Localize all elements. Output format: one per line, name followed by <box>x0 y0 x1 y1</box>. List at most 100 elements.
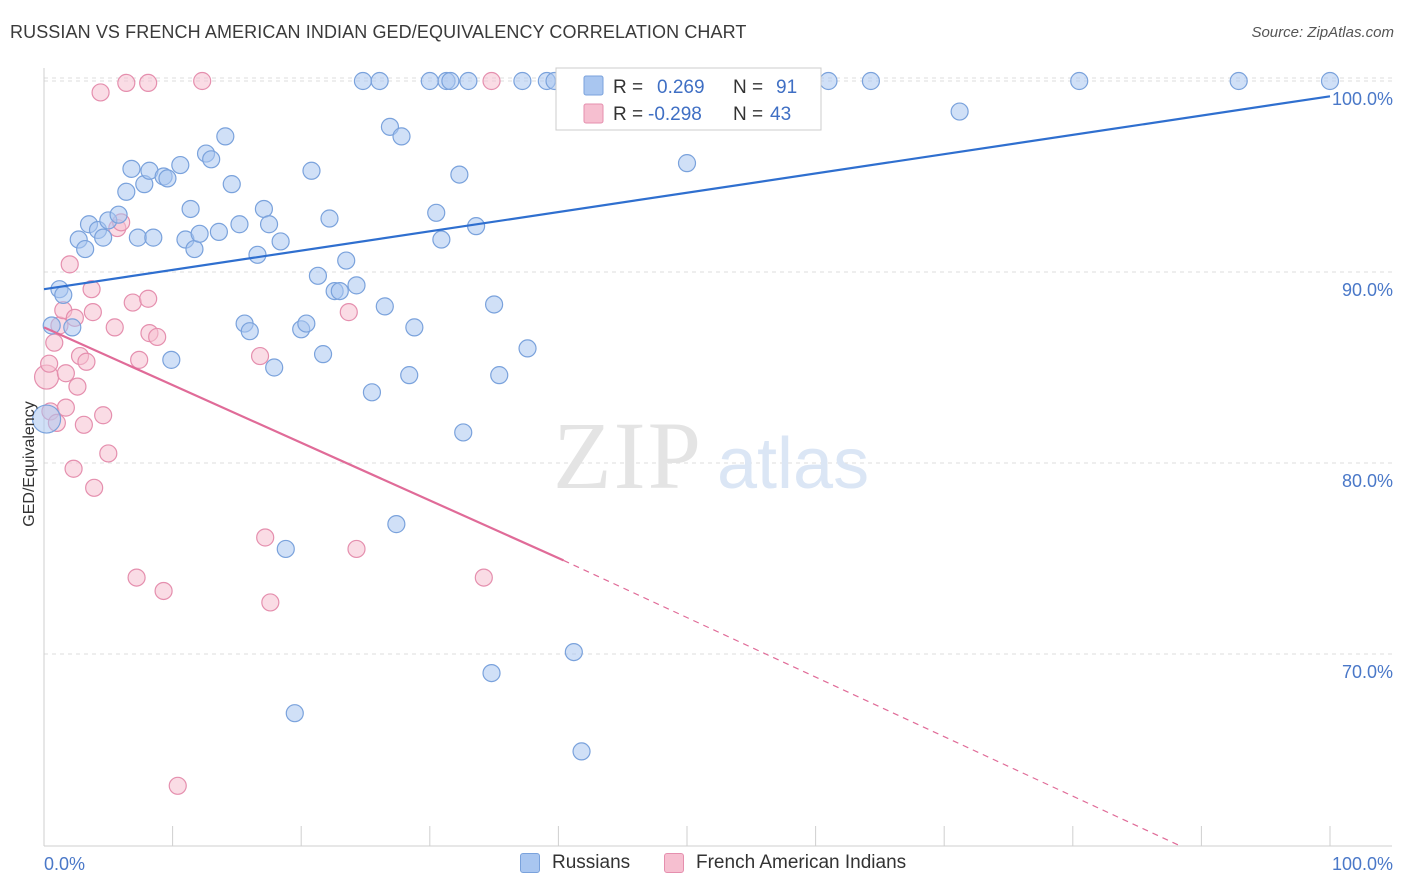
russians-point-39 <box>276 539 295 559</box>
russians-point-6 <box>76 239 95 259</box>
french-american-indians-point-38 <box>261 593 280 612</box>
french-american-indians-point-9 <box>60 255 79 274</box>
y-tick-label-80: 80.0% <box>1342 471 1393 491</box>
russians-point-71 <box>490 366 509 385</box>
french-american-indians-point-30 <box>139 289 158 308</box>
russians-point-0 <box>31 404 62 434</box>
bottom-legend-label-russians: Russians <box>552 852 631 873</box>
russians-point-58 <box>400 366 419 385</box>
french-american-indians-point-20 <box>94 406 113 425</box>
french-american-indians-point-7 <box>56 398 75 417</box>
bottom-legend-swatch-russians <box>520 853 540 873</box>
french-american-indians-trendline-extension <box>563 559 1179 846</box>
russians-point-14 <box>128 228 147 247</box>
russians-point-61 <box>427 203 446 222</box>
russians-point-67 <box>459 71 478 91</box>
russians-point-57 <box>392 127 411 146</box>
russians-point-12 <box>117 182 136 201</box>
french-american-indians-point-35 <box>193 71 212 91</box>
french-american-indians-point-18 <box>85 478 104 497</box>
russians-point-43 <box>302 161 321 180</box>
russians-point-29 <box>216 127 235 146</box>
russians-point-56 <box>387 515 406 534</box>
russians-point-25 <box>190 224 209 243</box>
russians-point-35 <box>254 199 274 219</box>
russians-point-4 <box>63 318 82 337</box>
russians-point-30 <box>222 175 241 194</box>
french-american-indians-point-27 <box>127 568 146 587</box>
russians-point-21 <box>171 155 190 175</box>
french-american-indians-point-34 <box>168 776 187 795</box>
y-tick-label-100: 100.0% <box>1332 89 1393 109</box>
watermark-atlas: atlas <box>717 424 869 504</box>
russians-point-70 <box>485 295 504 314</box>
russians-point-72 <box>513 71 532 91</box>
russians-point-88 <box>1070 71 1089 91</box>
russians-point-48 <box>330 282 349 301</box>
russians-point-53 <box>370 71 389 91</box>
russians-point-65 <box>450 165 469 184</box>
russians-point-36 <box>259 215 279 234</box>
bottom-legend-french-american-indians: French American Indians <box>664 852 906 874</box>
french-american-indians-point-28 <box>130 350 149 369</box>
russians-point-64 <box>441 71 460 91</box>
russians-point-28 <box>209 222 228 241</box>
russians-point-42 <box>297 314 316 333</box>
correlation-legend: R = 0.269 N = 91 R = -0.298 N = 43 <box>555 67 822 131</box>
french-american-indians-point-33 <box>154 581 173 601</box>
french-american-indians-point-10 <box>64 459 83 478</box>
russians-point-19 <box>158 169 177 188</box>
french-american-indians-point-8 <box>56 364 75 383</box>
bottom-legend-label-french-american-indians: French American Indians <box>696 852 907 873</box>
bottom-legend: Russians French American Indians <box>0 852 1406 878</box>
legend-r-label-1: R = <box>613 77 643 98</box>
french-american-indians-point-40 <box>347 539 366 559</box>
legend-swatch-russians <box>583 75 604 96</box>
russians-point-49 <box>337 251 356 270</box>
russians-point-38 <box>271 232 290 251</box>
legend-n-value-1: 91 <box>776 77 797 98</box>
gridlines <box>44 77 1392 655</box>
french-american-indians-point-26 <box>123 293 142 312</box>
russians-point-37 <box>265 358 284 377</box>
french-american-indians-point-37 <box>256 528 275 547</box>
russians-point-59 <box>405 318 424 337</box>
french-american-indians-point-3 <box>45 333 64 352</box>
russians-point-80 <box>677 154 697 173</box>
legend-r-value-1: 0.269 <box>657 77 705 98</box>
source-credit: Source: ZipAtlas.com <box>1251 24 1394 41</box>
trendlines <box>43 95 1331 846</box>
russians-point-3 <box>54 285 73 305</box>
russians-point-50 <box>347 276 366 295</box>
legend-swatch-french-american-indians <box>583 103 604 124</box>
russians-point-66 <box>454 423 473 442</box>
legend-n-label-1: N = <box>733 77 763 98</box>
french-american-indians-points <box>33 71 501 795</box>
russians-trendline <box>43 95 1331 291</box>
russians-point-85 <box>819 71 838 91</box>
russians-point-89 <box>1229 71 1248 91</box>
watermark: ZIP atlas <box>553 402 869 509</box>
russians-point-27 <box>202 150 221 169</box>
y-tick-label-70: 70.0% <box>1342 662 1393 682</box>
y-tick-labels: 70.0% 80.0% 90.0% 100.0% <box>1332 89 1393 682</box>
russians-point-31 <box>230 215 249 234</box>
russians-point-9 <box>94 228 113 247</box>
russians-point-86 <box>861 71 880 91</box>
french-american-indians-point-17 <box>83 303 102 322</box>
legend-n-label-2: N = <box>733 104 763 125</box>
russians-point-87 <box>950 102 969 121</box>
axes <box>43 68 1392 847</box>
french-american-indians-point-15 <box>77 352 96 371</box>
watermark-zip: ZIP <box>553 402 703 509</box>
russians-point-20 <box>162 350 181 369</box>
russians-point-24 <box>185 239 204 259</box>
legend-r-value-2: -0.298 <box>648 104 702 125</box>
french-american-indians-point-12 <box>68 377 87 396</box>
russians-point-69 <box>482 663 501 683</box>
bottom-legend-swatch-french-american-indians <box>664 853 684 873</box>
russians-point-23 <box>181 199 200 219</box>
russians-point-90 <box>1320 71 1340 91</box>
bottom-legend-russians: Russians <box>520 852 630 874</box>
